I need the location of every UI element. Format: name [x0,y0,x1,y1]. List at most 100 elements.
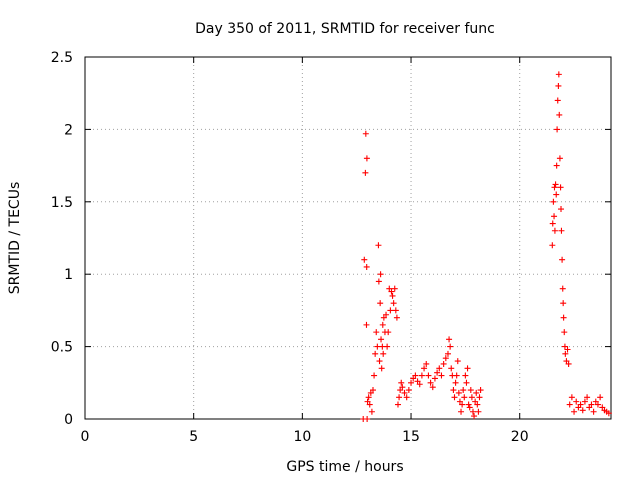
data-point [377,300,384,307]
data-point [561,329,568,336]
data-point [368,408,375,415]
data-point [363,155,370,162]
data-point [551,184,558,191]
data-point [594,401,601,408]
data-point [553,162,560,169]
data-point [558,227,565,234]
data-point [554,126,561,133]
data-point [372,350,379,357]
data-point [468,394,475,401]
data-point [390,300,397,307]
data-point [474,401,481,408]
x-tick-label: 15 [402,429,420,445]
data-point [551,213,558,220]
data-points [360,71,612,422]
data-point [421,365,428,372]
data-point [364,416,371,422]
data-point [453,372,460,379]
y-tick-label: 2.5 [51,50,73,66]
data-point [557,184,564,191]
plot-frame [84,56,612,420]
data-point [565,360,572,367]
data-point [376,358,383,365]
data-point [562,350,569,357]
data-point [467,387,474,394]
data-point [412,372,419,379]
data-point [573,398,580,405]
data-point [473,389,480,396]
data-point [378,336,385,343]
data-point [408,379,415,386]
data-point [429,384,436,391]
data-point [466,404,473,411]
data-point [362,130,369,137]
y-tick-label: 2 [64,122,73,138]
x-tick-label: 0 [81,429,90,445]
data-point [399,384,406,391]
data-point [464,365,471,372]
data-point [384,343,391,350]
data-point [448,365,455,372]
data-point [373,329,380,336]
data-point [584,394,591,401]
data-point [403,394,410,401]
y-tick-label: 0 [64,412,73,428]
data-point [475,408,482,415]
data-point [379,321,386,328]
data-point [553,191,560,198]
data-point [561,343,568,350]
data-point [577,401,584,408]
data-point [393,314,400,321]
data-point [391,285,398,292]
data-point [444,350,451,357]
data-point [605,410,612,417]
data-point [471,413,478,420]
data-point [560,314,567,321]
data-point [476,394,483,401]
data-point [465,401,472,408]
data-point [427,379,434,386]
data-point [362,169,369,176]
data-point [461,394,468,401]
data-point [375,278,382,285]
data-point [555,71,562,78]
data-point [549,242,556,249]
y-axis-label: SRMTID / TECUs [7,182,23,295]
data-point [556,155,563,162]
data-point [363,321,370,328]
data-point [423,360,430,367]
data-point [418,372,425,379]
data-point [425,372,432,379]
data-point [361,256,368,263]
data-point [571,408,578,415]
data-point [463,379,470,386]
data-point [462,372,469,379]
data-point [469,408,476,415]
data-point [566,401,573,408]
data-point [396,394,403,401]
data-point [388,288,395,295]
data-point [455,389,462,396]
data-point [366,401,373,408]
data-point [452,379,459,386]
data-point [416,381,423,388]
data-point [554,97,561,104]
data-point [564,346,571,353]
data-point [460,387,467,394]
data-point [556,111,563,118]
data-point [459,401,466,408]
data-point [436,365,443,372]
x-axis-label: GPS time / hours [286,459,403,475]
data-point [369,387,376,394]
x-tick-labels: 0 5 10 15 20 [81,429,529,445]
data-point [559,256,566,263]
data-point [389,292,396,299]
data-point [588,401,595,408]
data-point [434,369,441,376]
data-point [380,350,387,357]
data-point [555,82,562,89]
y-tick-labels: 0 0.5 1 1.5 2 2.5 [51,50,73,428]
data-point [458,408,465,415]
chart-title: Day 350 of 2011, SRMTID for receiver fun… [195,21,495,37]
data-point [378,365,385,372]
